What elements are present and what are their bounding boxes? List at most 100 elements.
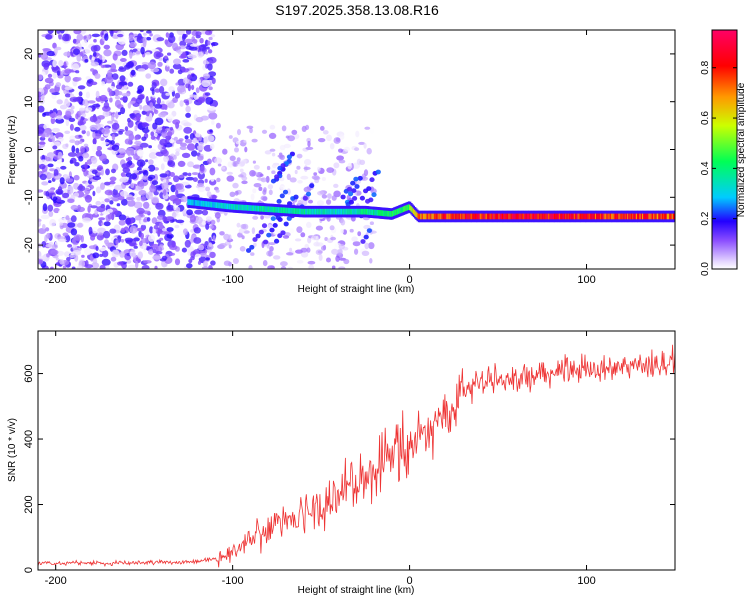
spectrogram-cell [50,117,56,125]
spectrogram-cell [150,135,156,140]
spectrogram-cell [43,63,49,70]
spectrogram-cell [353,176,359,182]
spectrogram-cell [68,117,76,122]
spectrogram-cell [156,97,161,105]
spectrogram-ridge-cell [542,213,546,220]
spectrogram-ridge-cell [639,213,642,220]
snr-series-line [38,344,675,568]
spectrogram-ridge-cell [479,213,482,220]
spectrogram-cell [45,34,53,40]
spectrogram-cell [166,60,170,67]
spectrogram-cell [209,225,214,229]
spectrogram-cell [209,129,213,133]
spectrogram-cell [151,82,157,89]
spectrogram-ridge-cell [619,213,622,220]
spectrogram-ridge-cell [613,213,616,220]
spectrogram-cell [300,232,306,238]
spectrogram-cell [59,259,65,265]
spectrogram-ridge-cell [599,213,603,220]
spectrogram-cell [62,192,70,198]
spectrogram-cell [76,206,86,213]
spectrogram-ridge-cell [341,208,344,215]
spectrogram-ridge-cell [233,204,236,210]
spectrogram-cell [324,237,328,241]
spectrogram-cell [137,35,142,41]
spectrogram-cell [360,239,366,244]
spectrogram-cell [209,251,216,259]
spectrogram-ridge-cell [266,206,269,213]
spectrogram-cell [206,158,212,165]
spectrogram-cell [120,239,125,243]
spectrogram-cell [130,249,136,253]
spectrogram-cell [366,147,372,155]
spectrogram-cell [340,194,346,200]
spectrogram-cell [64,68,72,74]
spectrogram-ridge-cell [634,213,637,220]
spectrogram-cell [97,232,104,236]
spectrogram-cell [143,218,147,223]
spectrogram-cell [84,248,92,256]
spectrogram-cell [333,183,339,188]
spectrogram-cell [305,191,312,197]
spectrogram-cell [249,127,253,134]
spectrogram-cell [84,161,88,170]
spectrogram-cell [165,216,174,221]
spectrogram-ridge-cell [201,200,204,207]
spectrogram-cell [175,148,181,153]
spectrogram-cell [104,33,109,41]
spectrogram-ridge-cell [306,208,309,215]
spectrogram-cell [38,255,46,260]
spectrogram-cell [203,136,208,144]
spectrogram-ridge-cell [246,205,250,211]
spectrogram-ridge-cell [222,203,225,209]
spectrogram-cell [145,96,149,104]
spectrogram-cell [117,261,124,266]
spectrogram-ridge-cell [601,213,604,220]
spectrogram-cell [145,159,149,163]
spectrogram-ridge-cell [535,213,538,220]
spectrogram-ridge-cell [192,199,195,206]
spectrogram-ridge-cell [452,213,455,220]
spectrogram-ridge-cell [663,213,666,220]
spectrogram-cell [101,222,105,226]
spectrogram-cell [58,217,67,223]
spectrogram-ridge-cell [301,208,304,215]
spectrogram-cell [38,74,43,81]
spectrogram-cell [269,148,276,152]
spectrogram-cell [153,173,158,182]
spectrogram-ridge-cell [327,208,330,215]
spectrogram-cell [307,236,312,244]
spectrogram-cell [289,247,293,252]
spectrogram-ridge-cell [473,213,476,220]
spectrogram-ridge-cell [603,213,606,220]
spectrogram-ridge-cell [255,205,258,212]
spectrogram-cell [300,247,308,253]
spectrogram-ridge-cell [566,213,569,220]
spectrogram-cell [238,228,245,234]
spectrogram-cell [187,172,192,177]
spectrogram-cell [207,49,213,54]
spectrogram-ridge-cell [623,213,626,220]
spectrogram-ridge-cell [565,213,568,220]
spectrogram-cell [48,210,54,217]
spectrogram-cell [174,258,181,266]
spectrogram-ridge-cell [384,210,387,217]
spectrogram-ridge-cell [282,207,285,214]
spectrogram-ridge-cell [287,207,290,214]
spectrogram-ridge-cell [450,213,453,220]
spectrogram-ridge-cell [235,204,238,210]
spectrogram-ridge-cell [646,213,650,220]
spectrogram-ridge-cell [214,202,217,208]
spectrogram-cell [42,203,48,212]
spectrogram-cell [257,177,265,181]
spectrogram-cell [189,94,197,98]
spectrogram-ridge-cell [410,205,413,212]
spectrogram-cell [215,122,221,129]
spectrogram-cell [47,163,54,168]
spectrogram-ridge-cell [656,213,659,220]
spectrogram-ridge-cell [505,213,508,220]
spectrogram-ridge-cell [499,213,502,220]
spectrogram-cell [47,73,53,78]
spectrogram-cell [309,183,315,189]
spectrogram-cell [232,182,239,189]
